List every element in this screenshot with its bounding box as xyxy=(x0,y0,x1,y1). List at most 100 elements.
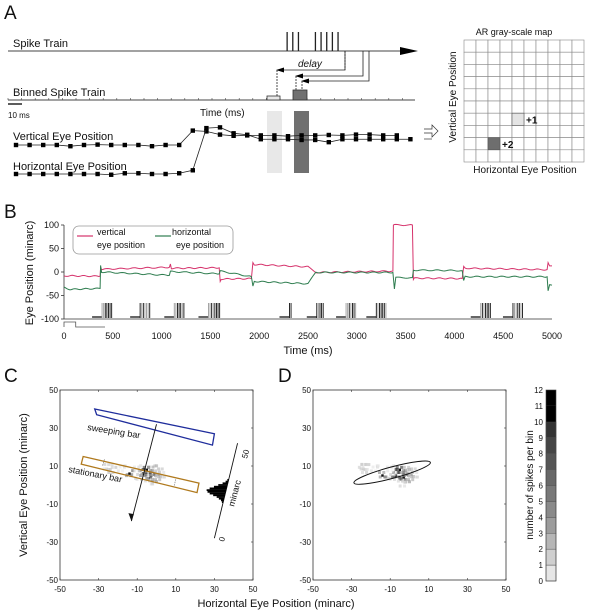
map-cell xyxy=(512,101,524,113)
map-cell xyxy=(560,64,572,76)
b-xtick-label: 500 xyxy=(105,331,120,341)
spike-ticks xyxy=(287,32,338,51)
map-cell xyxy=(548,64,560,76)
vertical-eye-point xyxy=(218,132,222,136)
xtick-label: -10 xyxy=(131,585,143,594)
map-cell xyxy=(536,52,548,64)
map-cell xyxy=(536,125,548,137)
light-bin-window xyxy=(267,111,282,173)
panel-b: B 100500-50-1000 500 1000 1500 2000 2500 3000 3… xyxy=(4,202,562,357)
horizontal-eye-point xyxy=(14,172,18,176)
map-cell xyxy=(548,150,560,162)
b-ytick-label: 50 xyxy=(49,244,59,254)
map-cell xyxy=(500,77,512,89)
panel-c: C -50 -30 -10 10 30 50503010-10-30-50 Vertica… xyxy=(4,366,258,594)
spike-bin xyxy=(119,466,122,469)
horizontal-eye-point xyxy=(136,171,140,175)
b-xtick-label: 1500 xyxy=(200,331,220,341)
map-cell xyxy=(572,40,584,52)
spike-bin xyxy=(397,480,400,483)
map-cell xyxy=(464,64,476,76)
map-cell xyxy=(512,77,524,89)
b-ytick-label: -50 xyxy=(46,291,59,301)
map-cell xyxy=(560,125,572,137)
horizontal-eye-point xyxy=(286,137,290,141)
horizontal-eye-point xyxy=(231,131,235,135)
spike-bin xyxy=(360,463,363,466)
spike-bin xyxy=(150,482,153,485)
vertical-eye-point xyxy=(395,133,399,137)
horizontal-eye-point xyxy=(163,172,167,176)
spike-bin xyxy=(386,469,389,472)
time-arrowhead-icon xyxy=(400,47,418,55)
spike-bin xyxy=(161,475,164,478)
minarc-label: minarc xyxy=(226,478,243,507)
spike-bin xyxy=(367,463,370,466)
light-bin xyxy=(267,96,280,100)
map-cell xyxy=(560,89,572,101)
stimulus-trace xyxy=(64,322,105,327)
spike-bin xyxy=(382,471,385,474)
spike-bin-dense xyxy=(399,469,401,471)
map-cell xyxy=(464,138,476,150)
xtick-label: 30 xyxy=(210,585,219,594)
spike-bin xyxy=(370,469,373,472)
map-cell xyxy=(560,52,572,64)
map-cell xyxy=(488,150,500,162)
c-ylabel: Vertical Eye Position (minarc) xyxy=(18,413,30,557)
map-cell xyxy=(476,52,488,64)
histogram-fifty-label: 50 xyxy=(240,448,251,459)
spike-bin xyxy=(161,467,164,470)
spike-bin xyxy=(378,471,381,474)
spike-bin xyxy=(150,477,153,480)
legend-horizontal-line1: horizontal xyxy=(172,227,211,237)
ytick-label: -10 xyxy=(46,500,58,509)
spike-bin xyxy=(358,466,361,469)
vertical-eye-point xyxy=(327,133,331,137)
ar-gray-scale-map: +1+2 xyxy=(464,40,584,162)
horizontal-eye-point xyxy=(218,125,222,129)
spike-bin xyxy=(162,471,165,474)
spike-bin xyxy=(148,466,151,469)
vertical-eye-point xyxy=(27,143,31,147)
map-cell xyxy=(464,125,476,137)
map-cell xyxy=(464,101,476,113)
horizontal-eye-point xyxy=(259,137,263,141)
xtick-label: -50 xyxy=(54,585,66,594)
spike-bin xyxy=(136,473,139,476)
colorbar-segment xyxy=(546,438,556,454)
spike-bin xyxy=(414,467,417,470)
spike-bin xyxy=(133,469,136,472)
horizontal-eye-point xyxy=(191,168,195,172)
vertical-eye-point xyxy=(340,133,344,137)
map-cell xyxy=(560,40,572,52)
map-cell xyxy=(476,125,488,137)
map-cell xyxy=(500,40,512,52)
spike-train-label: Spike Train xyxy=(13,38,68,50)
horizontal-eye-point xyxy=(95,172,99,176)
spike-bin xyxy=(414,475,417,478)
map-cell xyxy=(572,101,584,113)
horizontal-eye-point xyxy=(313,138,317,142)
spike-bin xyxy=(361,471,364,474)
map-cell xyxy=(488,89,500,101)
colorbar-tick-label: 11 xyxy=(535,402,544,411)
horizontal-eye-point xyxy=(354,137,358,141)
ytick-label: 10 xyxy=(302,462,311,471)
map-cell xyxy=(560,113,572,125)
vertical-eye-point xyxy=(55,143,59,147)
map-cell xyxy=(500,125,512,137)
spike-bin xyxy=(366,468,369,471)
shared-xlabel: Horizontal Eye Position (minarc) xyxy=(197,598,354,610)
vertical-eye-point xyxy=(299,133,303,137)
xtick-label: -30 xyxy=(93,585,105,594)
xtick-label: -30 xyxy=(346,585,358,594)
spatial-map-c: -50 -30 -10 10 30 50503010-10-30-50 xyxy=(46,386,258,594)
colorbar-tick-label: 7 xyxy=(539,466,544,475)
horizontal-eye-point xyxy=(82,172,86,176)
spike-bin xyxy=(364,463,367,466)
map-cell xyxy=(476,77,488,89)
b-xtick-label: 2000 xyxy=(249,331,269,341)
panel-c-label: C xyxy=(4,366,18,387)
horizontal-eye-point xyxy=(272,137,276,141)
